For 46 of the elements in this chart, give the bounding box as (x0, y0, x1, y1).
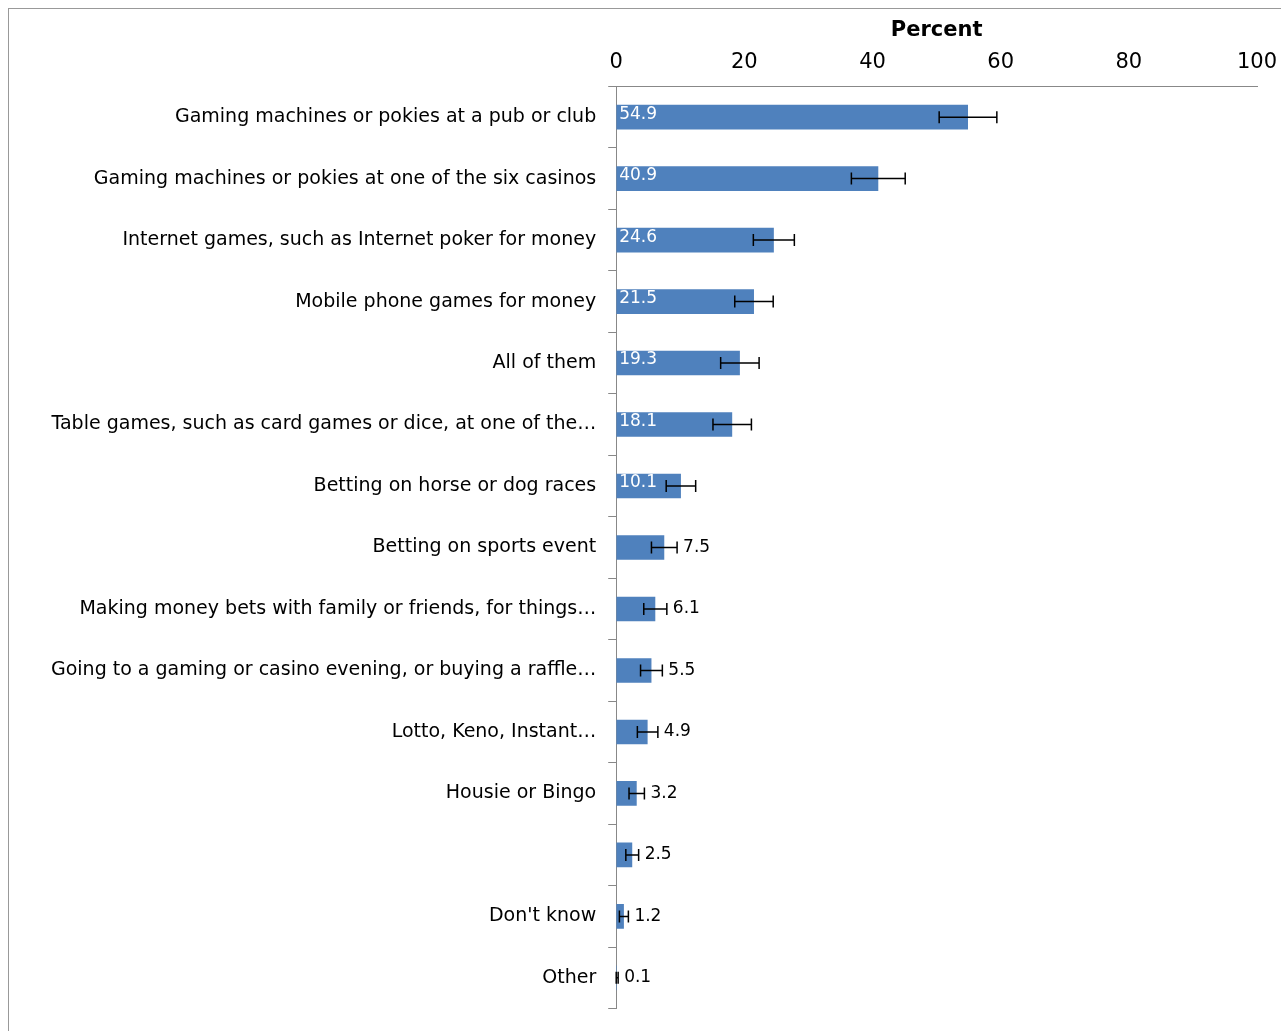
x-tick-label: 80 (1115, 49, 1143, 74)
bar (616, 166, 879, 191)
y-tick-label: All of them (492, 350, 597, 372)
data-label: 19.3 (619, 348, 658, 369)
x-tick-label: 100 (1236, 49, 1278, 74)
data-label: 2.5 (644, 843, 672, 864)
x-tick-label: 60 (987, 49, 1015, 74)
data-label: 18.1 (619, 409, 658, 430)
bar (616, 658, 652, 683)
data-label: 0.1 (624, 966, 652, 987)
x-tick-label: 0 (609, 49, 623, 74)
bar (616, 535, 665, 560)
y-tick-label: Making money bets with family or friends, for things… (79, 595, 597, 618)
bar (616, 719, 648, 745)
data-label: 54.9 (619, 102, 658, 123)
y-tick-label: Table games, such as card games or dice, at one of the… (50, 411, 597, 434)
data-label: 1.2 (634, 904, 662, 925)
data-label: 6.1 (672, 597, 700, 618)
y-tick-label: Housie or Bingo (445, 780, 597, 803)
bar (616, 412, 733, 437)
y-tick-label: Lotto, Keno, Instant… (391, 718, 597, 741)
bar (616, 289, 754, 314)
data-label: 5.5 (668, 658, 696, 679)
y-tick-label: Other (542, 964, 597, 987)
bar (616, 596, 656, 622)
data-label: 40.9 (619, 164, 658, 185)
bar (616, 781, 637, 806)
data-label: 7.5 (683, 535, 711, 556)
bar (616, 227, 774, 253)
y-tick-label: Mobile phone games for money (295, 288, 597, 311)
x-axis-title: Percent (890, 17, 983, 42)
y-tick-label: Going to a gaming or casino evening, or buying a raffle… (50, 657, 597, 680)
x-tick-label: 40 (859, 49, 886, 74)
y-tick-label: Betting on horse or dog races (313, 472, 597, 495)
y-tick-label: Don't know (488, 903, 597, 926)
y-tick-label: Internet games, such as Internet poker for money (122, 227, 597, 250)
data-label: 4.9 (663, 720, 691, 741)
y-tick-label: Betting on sports event (372, 534, 597, 557)
data-label: 21.5 (619, 287, 658, 307)
data-label: 3.2 (650, 781, 678, 802)
y-tick-label: Gaming machines or pokies at one of the six casinos (93, 165, 597, 188)
bar (616, 104, 968, 130)
data-label: 10.1 (619, 471, 658, 492)
y-tick-label: Gaming machines or pokies at a pub or club (174, 104, 597, 127)
data-label: 24.6 (619, 225, 658, 246)
x-tick-label: 20 (731, 49, 758, 74)
